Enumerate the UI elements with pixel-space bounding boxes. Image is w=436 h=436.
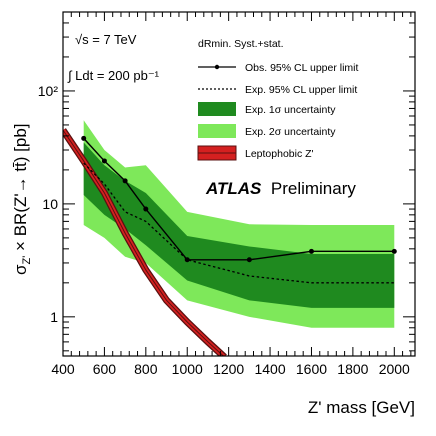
x-axis-ticks: 400 600 800 1000 1200 1400 1600 1800 2000 xyxy=(51,12,412,377)
plot-frame xyxy=(62,11,416,357)
x-axis-title: Z' mass [GeV] xyxy=(308,398,415,417)
legend-1sigma-swatch xyxy=(198,102,236,116)
legend-1sigma-label: Exp. 1σ uncertainty xyxy=(245,104,336,116)
energy-label: √s = 7 TeV xyxy=(75,32,137,47)
atlas-label: ATLAS Preliminary xyxy=(205,179,356,198)
observed-point xyxy=(143,206,149,212)
svg-text:σZ' × BR(Z'→ tt̄) [pb]: σZ' × BR(Z'→ tt̄) [pb] xyxy=(11,123,33,275)
y-tick-label: 1 xyxy=(50,309,58,325)
x-tick-label: 2000 xyxy=(379,361,410,377)
observed-limit-line xyxy=(83,137,395,261)
observed-point xyxy=(246,257,252,263)
x-tick-label: 1800 xyxy=(337,361,368,377)
observed-point xyxy=(101,158,107,164)
x-tick-label: 600 xyxy=(93,361,117,377)
y-axis-title: σZ' × BR(Z'→ tt̄) [pb] xyxy=(11,123,33,275)
atlas-preliminary: Preliminary xyxy=(271,179,357,198)
x-tick-label: 1000 xyxy=(172,361,203,377)
legend-obs-label: Obs. 95% CL upper limit xyxy=(245,62,358,74)
observed-limit-points xyxy=(81,135,397,263)
legend-2sigma-swatch xyxy=(198,124,236,138)
x-tick-label: 1200 xyxy=(213,361,244,377)
observed-point xyxy=(122,178,128,184)
expected-limit-line xyxy=(83,162,395,284)
observed-point xyxy=(308,248,314,254)
legend-theory-label: Leptophobic Z' xyxy=(245,148,314,160)
observed-point xyxy=(184,257,190,263)
y-axis-ticks: 1 10 10² xyxy=(38,11,415,352)
atlas-word: ATLAS xyxy=(205,179,262,198)
legend-obs-marker xyxy=(214,64,220,70)
band-1sigma xyxy=(83,142,395,308)
observed-point xyxy=(81,135,87,141)
y-tick-label: 10² xyxy=(38,83,59,99)
x-tick-label: 800 xyxy=(134,361,158,377)
theory-curve-edge-bottom xyxy=(63,129,225,356)
plot-area xyxy=(63,120,397,356)
x-tick-label: 400 xyxy=(51,361,75,377)
legend-2sigma-label: Exp. 2σ uncertainty xyxy=(245,126,336,138)
y-tick-label: 10 xyxy=(42,196,58,212)
x-tick-label: 1400 xyxy=(254,361,285,377)
x-tick-label: 1600 xyxy=(296,361,327,377)
legend-exp-label: Exp. 95% CL upper limit xyxy=(245,84,357,96)
y-axis-title-sigma: σ xyxy=(11,264,30,275)
y-axis-title-rest: × BR(Z'→ tt̄) [pb] xyxy=(11,123,30,255)
legend: dRmin. Syst.+stat. Obs. 95% CL upper lim… xyxy=(197,38,358,161)
legend-header: dRmin. Syst.+stat. xyxy=(198,38,284,50)
observed-point xyxy=(391,248,397,254)
lumi-label: ∫ Ldt = 200 pb⁻¹ xyxy=(67,68,160,83)
y-axis-title-sub: Z' xyxy=(21,256,33,265)
